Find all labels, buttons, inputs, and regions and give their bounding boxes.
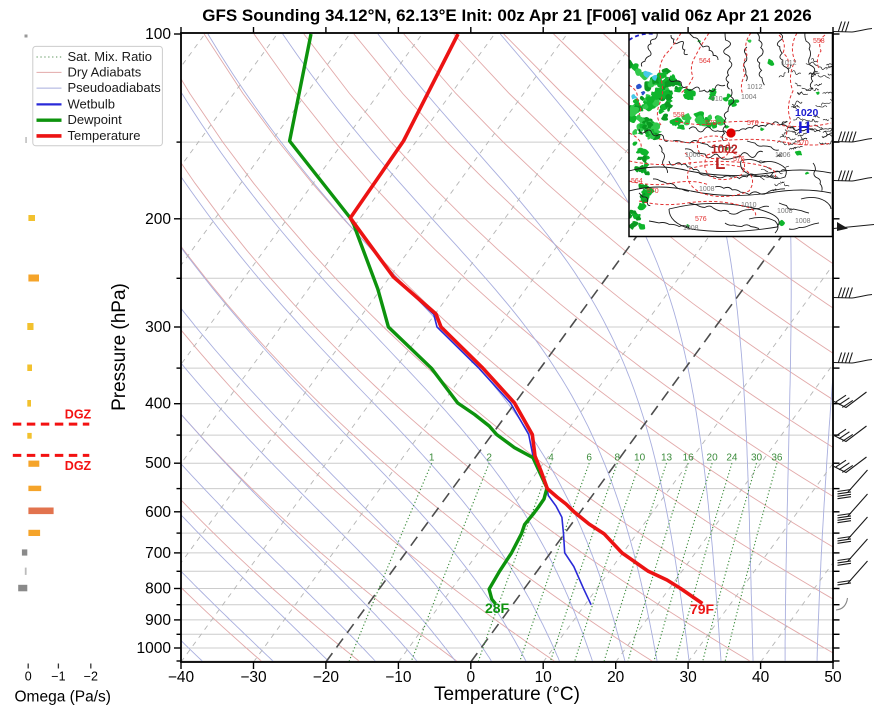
svg-text:100: 100 (145, 26, 171, 43)
svg-text:Dewpoint: Dewpoint (68, 112, 123, 127)
svg-text:6: 6 (586, 453, 592, 464)
svg-text:1008: 1008 (777, 208, 793, 215)
svg-text:576: 576 (695, 216, 707, 223)
svg-text:558: 558 (673, 112, 685, 119)
svg-text:700: 700 (145, 545, 171, 562)
svg-text:500: 500 (145, 455, 171, 472)
svg-text:Pseudoadiabats: Pseudoadiabats (68, 80, 162, 95)
svg-text:−30: −30 (240, 669, 267, 686)
svg-text:DGZ: DGZ (65, 408, 92, 422)
svg-text:400: 400 (145, 396, 171, 413)
svg-text:1006: 1006 (775, 152, 791, 159)
svg-text:40: 40 (752, 669, 770, 686)
svg-text:−40: −40 (168, 669, 195, 686)
svg-text:1008: 1008 (683, 225, 699, 232)
svg-text:20: 20 (707, 453, 719, 464)
svg-text:DGZ: DGZ (65, 459, 92, 473)
svg-text:Temperature: Temperature (68, 128, 141, 143)
svg-text:576: 576 (733, 156, 745, 163)
svg-text:610: 610 (711, 96, 723, 103)
svg-text:900: 900 (145, 612, 171, 629)
svg-text:Temperature (°C): Temperature (°C) (434, 684, 580, 705)
svg-text:200: 200 (145, 211, 171, 228)
svg-text:36: 36 (771, 453, 783, 464)
svg-text:570: 570 (797, 140, 809, 147)
svg-text:8: 8 (615, 453, 621, 464)
svg-text:30: 30 (751, 453, 763, 464)
svg-text:1: 1 (429, 453, 435, 464)
svg-text:1020: 1020 (795, 107, 819, 119)
svg-text:4: 4 (548, 453, 554, 464)
svg-text:570: 570 (747, 120, 759, 127)
svg-text:16: 16 (683, 453, 695, 464)
svg-text:20: 20 (607, 669, 625, 686)
svg-text:−20: −20 (313, 669, 340, 686)
svg-text:1010: 1010 (741, 202, 757, 209)
svg-text:0: 0 (25, 670, 32, 684)
svg-text:1012: 1012 (781, 60, 797, 67)
svg-text:800: 800 (145, 581, 171, 598)
svg-text:Wetbulb: Wetbulb (68, 96, 115, 111)
svg-text:13: 13 (661, 453, 673, 464)
svg-text:1000: 1000 (137, 640, 172, 657)
svg-text:30: 30 (679, 669, 697, 686)
svg-text:570: 570 (647, 188, 659, 195)
svg-text:0: 0 (466, 669, 475, 686)
svg-text:600: 600 (145, 504, 171, 521)
svg-text:−1: −1 (51, 670, 65, 684)
svg-text:1002: 1002 (711, 142, 738, 156)
svg-text:564: 564 (631, 178, 643, 185)
svg-text:300: 300 (145, 319, 171, 336)
svg-text:10: 10 (634, 453, 646, 464)
svg-text:10: 10 (535, 669, 553, 686)
svg-text:2: 2 (486, 453, 492, 464)
svg-text:28F: 28F (485, 600, 510, 616)
svg-text:Pressure (hPa): Pressure (hPa) (109, 283, 130, 411)
svg-text:Dry Adiabats: Dry Adiabats (68, 64, 142, 79)
svg-text:L: L (715, 154, 725, 173)
svg-text:79F: 79F (690, 601, 715, 617)
svg-text:564: 564 (699, 58, 711, 65)
svg-text:1012: 1012 (747, 84, 763, 91)
svg-text:1008: 1008 (699, 186, 715, 193)
svg-text:1008: 1008 (795, 218, 811, 225)
svg-text:Sat. Mix. Ratio: Sat. Mix. Ratio (68, 49, 153, 64)
svg-text:H: H (798, 118, 810, 137)
svg-text:558: 558 (813, 38, 825, 45)
svg-text:1006: 1006 (685, 152, 701, 159)
svg-text:−2: −2 (84, 670, 98, 684)
svg-text:GFS Sounding 34.12°N, 62.13°E: GFS Sounding 34.12°N, 62.13°E Init: 00z … (202, 6, 811, 25)
svg-text:1004: 1004 (741, 94, 757, 101)
svg-text:Omega (Pa/s): Omega (Pa/s) (15, 689, 111, 706)
svg-text:24: 24 (726, 453, 738, 464)
svg-text:570: 570 (705, 120, 717, 127)
svg-text:50: 50 (824, 669, 842, 686)
svg-text:−10: −10 (385, 669, 412, 686)
